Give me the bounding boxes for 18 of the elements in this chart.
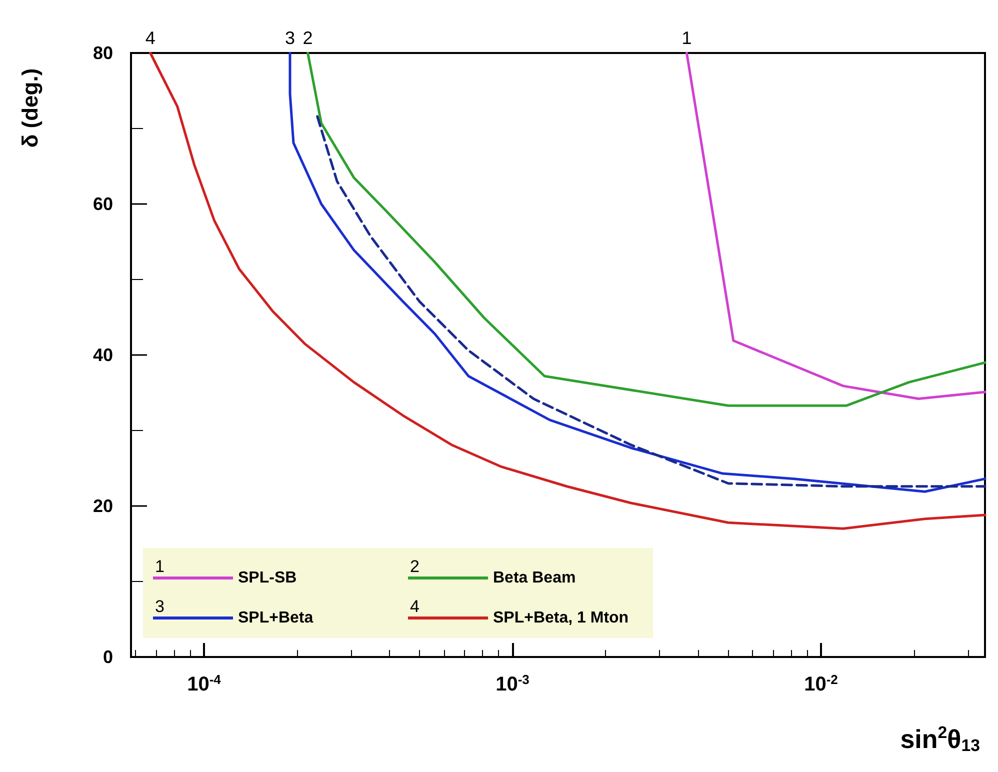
text: 1 [155,557,164,576]
legend-label: SPL-SB [238,570,297,586]
text: 3 [155,597,164,616]
annotation: 2 [302,28,313,48]
legend-label: SPL+Beta [238,610,314,626]
legend-label: Beta Beam [493,570,576,586]
y-tick-label: 80 [92,43,113,63]
y-tick-label: 40 [92,345,113,365]
y-tick-label: 20 [92,496,113,516]
annotation: 3 [284,28,295,48]
text: 2 [410,557,420,576]
y-axis-title: δ (deg.) [18,68,42,148]
y-tick-label: 60 [92,194,113,214]
text: 4 [410,597,420,616]
annotation: 1 [682,28,692,48]
legend-label: SPL+Beta, 1 Mton [493,610,629,626]
y-tick-label: 0 [102,647,113,667]
annotation: 4 [145,28,156,48]
